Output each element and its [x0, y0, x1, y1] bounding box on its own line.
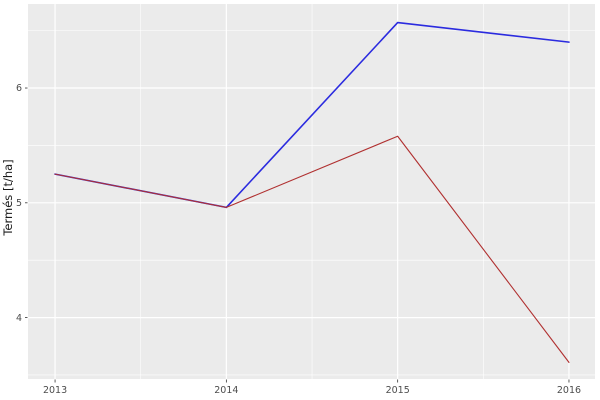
x-tick-label: 2014	[214, 385, 238, 396]
x-tick-label: 2016	[557, 385, 581, 396]
x-tick-label: 2015	[386, 385, 410, 396]
y-axis-title: Termés [t/ha]	[1, 159, 15, 236]
y-tick-label: 5	[16, 198, 22, 209]
y-tick-label: 4	[16, 313, 22, 324]
y-tick-label: 6	[16, 83, 22, 94]
series-line-red	[54, 135, 570, 363]
panel-background	[28, 4, 595, 379]
x-tick-label: 2013	[43, 385, 67, 396]
